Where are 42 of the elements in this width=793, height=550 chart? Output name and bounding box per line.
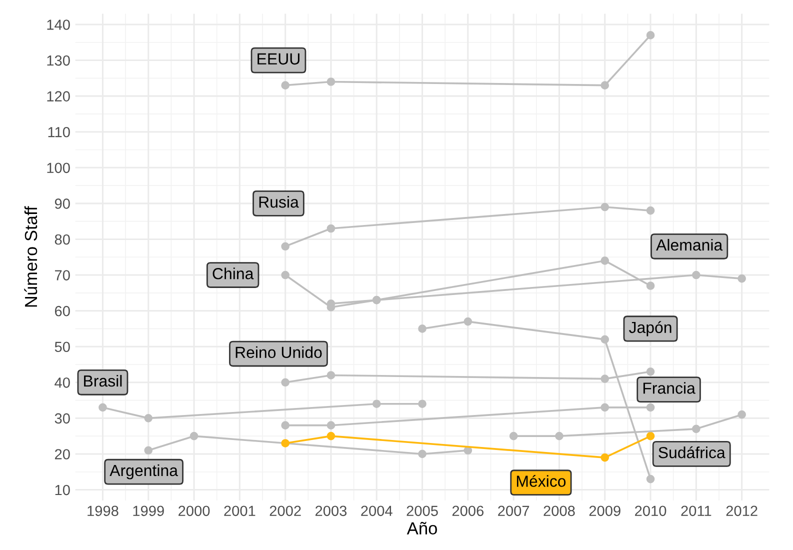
series-label: Argentina	[110, 464, 178, 480]
x-tick-label: 2011	[681, 506, 712, 516]
y-tick-label: 10	[55, 484, 70, 496]
y-tick-label: 110	[48, 126, 70, 138]
y-tick-label: 90	[54, 198, 70, 209]
y-tick-label: 140	[47, 20, 70, 30]
series-label: México	[516, 474, 566, 487]
y-tick-label: 20	[54, 449, 70, 460]
y-axis-title: Número Staff	[24, 206, 38, 307]
x-tick-label: 2010	[635, 506, 666, 516]
series-label: Japón	[629, 321, 672, 336]
x-tick-label: 2006	[452, 506, 484, 516]
y-tick-label: 130	[47, 55, 70, 66]
x-tick-label: 2004	[361, 506, 392, 516]
series-label: China	[212, 268, 254, 280]
x-tick-label: 1999	[133, 506, 164, 516]
x-tick-label: 2012	[726, 506, 758, 516]
series-label: Brasil	[84, 374, 122, 387]
series-label: Francia	[643, 382, 696, 394]
x-tick-label: 1998	[88, 506, 118, 516]
x-tick-label: 2007	[498, 506, 530, 516]
y-tick-label: 30	[54, 413, 70, 424]
x-tick-label: 2003	[315, 506, 347, 516]
y-tick-label: 40	[54, 377, 70, 388]
series-label: Sudáfrica	[658, 446, 726, 458]
y-tick-label: 80	[54, 234, 70, 245]
series-label: Alemania	[656, 238, 723, 251]
x-tick-label: 2002	[270, 506, 301, 516]
series-label: Reino Unido	[236, 346, 322, 358]
y-tick-label: 100	[47, 162, 70, 174]
y-tick-label: 60	[54, 306, 70, 316]
y-tick-label: 70	[55, 270, 70, 280]
x-tick-label: 2008	[544, 506, 575, 516]
x-axis-title: Año	[406, 522, 437, 534]
y-tick-label: 120	[47, 91, 70, 102]
x-tick-label: 2000	[178, 506, 210, 516]
x-tick-label: 2005	[406, 506, 438, 516]
series-label: EEUU	[258, 53, 300, 65]
y-tick-label: 50	[54, 342, 70, 352]
x-tick-label: 2009	[589, 506, 620, 516]
series-label: Rusia	[259, 196, 299, 208]
x-tick-label: 2001	[224, 506, 256, 516]
